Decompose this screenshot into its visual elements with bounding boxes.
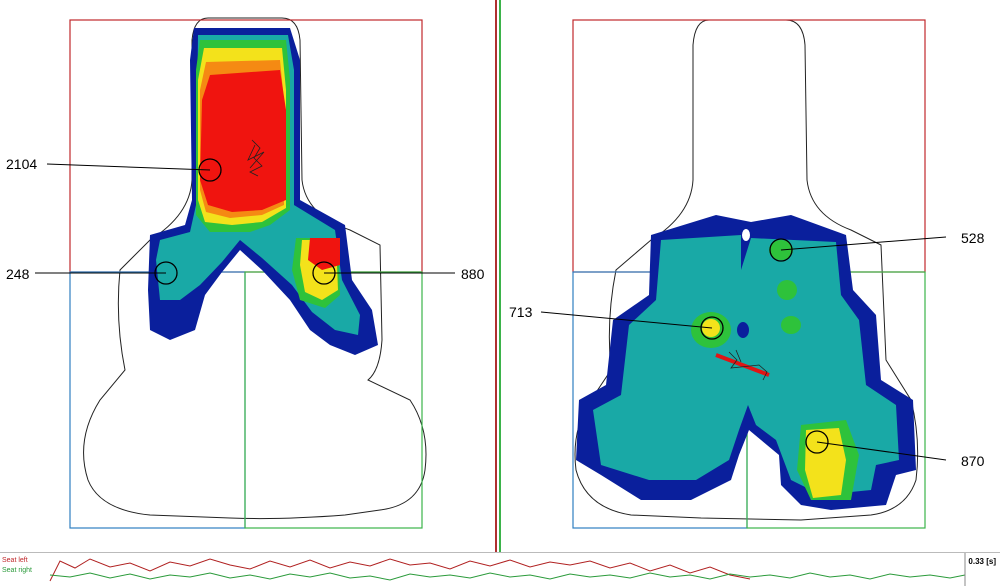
callout-marker-870 (805, 430, 829, 454)
pressure-zone-max (200, 70, 286, 212)
callout-marker-713 (700, 316, 724, 340)
callout-line-713 (540, 311, 713, 329)
timeline-graph (49, 553, 966, 586)
seat-outline (83, 17, 427, 520)
readout-2104: 2104 (6, 156, 38, 172)
pressure-zone-high (805, 428, 846, 498)
readout-528: 528 (961, 230, 985, 246)
callout-line-2104 (46, 163, 211, 171)
callout-marker-528 (769, 238, 793, 262)
callout-marker-2104 (198, 158, 222, 182)
readout-713: 713 (509, 304, 533, 320)
callout-line-528 (780, 236, 947, 251)
callout-marker-248 (154, 261, 178, 285)
left-pressure-map (35, 17, 455, 529)
cop-trace (728, 349, 768, 381)
cop-marker (715, 353, 770, 377)
timeline-series-green (49, 572, 966, 581)
timeline-time-readout: 0.33 [s] (968, 557, 996, 566)
callout-line-870 (816, 441, 947, 461)
callout-marker-880 (312, 261, 336, 285)
timeline-legend-green: Seat right (2, 567, 32, 574)
right-pressure-view[interactable]: 528 713 870 (499, 0, 1000, 552)
left-pressure-view[interactable]: 2104 248 880 (0, 0, 497, 552)
timeline-strip[interactable]: Seat left Seat right 0.33 [s] (0, 552, 1000, 586)
seat-outline (574, 19, 919, 521)
readout-248: 248 (6, 266, 30, 282)
timeline-legend-red: Seat left (2, 557, 28, 564)
right-pressure-map (540, 19, 947, 529)
readout-870: 870 (961, 453, 985, 469)
timeline-series-red (49, 558, 751, 582)
readout-880: 880 (461, 266, 485, 282)
cop-trace (247, 139, 265, 177)
